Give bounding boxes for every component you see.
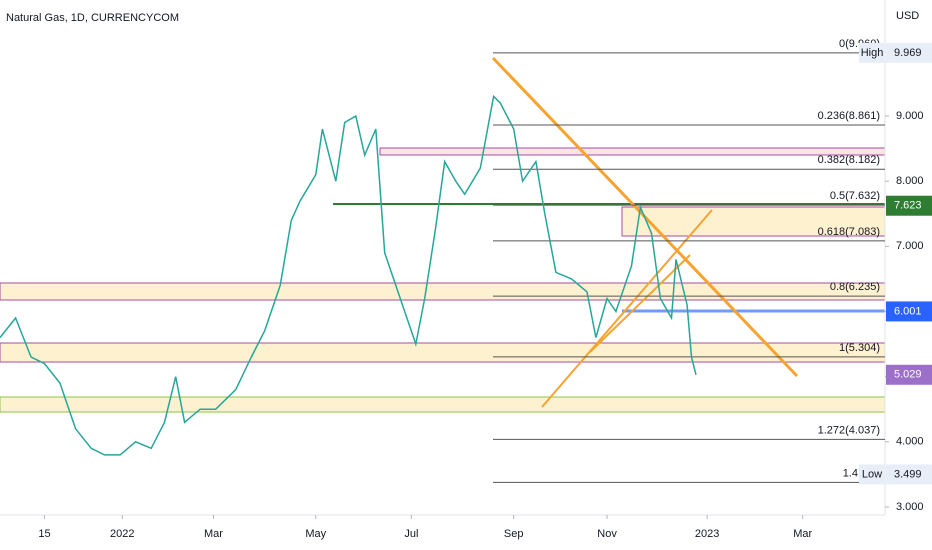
zone [379, 147, 886, 156]
y-tick-label: 4.000 [896, 436, 924, 448]
price-tag [886, 195, 932, 216]
zone [0, 342, 886, 363]
x-tick-label: Mar [793, 528, 812, 540]
zone [0, 396, 886, 413]
trend-line [541, 209, 713, 408]
x-tick-label: Sep [504, 528, 524, 540]
x-tick-label: May [305, 528, 326, 540]
price-tag-label: 9.969 [894, 47, 922, 59]
chart-title: Natural Gas, 1D, CURRENCYCOM [6, 12, 179, 24]
price-tag [886, 364, 932, 385]
price-tag-name: Low [862, 468, 882, 480]
x-tick-label: Mar [204, 528, 223, 540]
zone [0, 282, 886, 301]
price-tag [886, 42, 932, 63]
trend-line [589, 254, 691, 353]
price-tag [886, 464, 932, 485]
x-tick-label: 15 [38, 528, 50, 540]
fib-label: 1.272(4.037) [818, 424, 880, 436]
price-tag-label: 5.029 [894, 369, 922, 381]
fib-label: 1(5.304) [839, 342, 880, 354]
y-tick-label: 9.000 [896, 110, 924, 122]
axis-label: USD [896, 10, 919, 22]
zone [621, 206, 886, 237]
fib-label: 0.618(7.083) [818, 226, 880, 238]
y-tick-label: 8.000 [896, 175, 924, 187]
price-tag-label: 6.001 [894, 305, 922, 317]
fib-label: 0.382(8.182) [818, 154, 880, 166]
x-tick-label: Jul [404, 528, 418, 540]
fib-label: 0.8(6.235) [830, 281, 880, 293]
y-tick-label: 3.000 [896, 501, 924, 513]
price-tag-name: High [861, 47, 884, 59]
x-tick-label: Nov [597, 528, 617, 540]
fib-label: 0.5(7.632) [830, 190, 880, 202]
price-line [0, 94, 697, 456]
x-tick-label: 2022 [110, 528, 134, 540]
price-tag-name-box [859, 464, 885, 485]
price-tag-label: 3.499 [894, 468, 922, 480]
price-tag-label: 7.623 [894, 200, 922, 212]
y-tick-label: 7.000 [896, 240, 924, 252]
price-tag-name-box [859, 42, 885, 63]
fib-label: 0.236(8.861) [818, 110, 880, 122]
x-tick-label: 2023 [695, 528, 719, 540]
price-tag [886, 301, 932, 322]
